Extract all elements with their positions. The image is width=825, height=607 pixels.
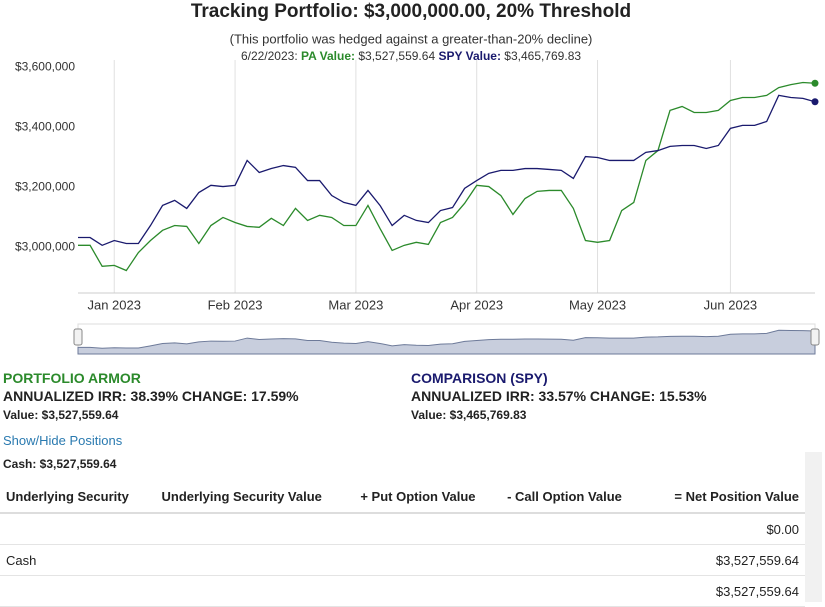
x-tick-label: Jun 2023 [704,297,758,312]
chart-title: Tracking Portfolio: $3,000,000.00, 20% T… [191,1,631,22]
comparison-stats: ANNUALIZED IRR: 33.57% CHANGE: 15.53% [411,388,707,404]
header-cell: = Net Position Value [647,480,805,514]
y-tick-label: $3,200,000 [15,180,75,194]
tooltip-value: $3,527,559.64 [358,49,435,63]
comparison-value: Value: $3,465,769.83 [411,408,527,422]
header-cell: + Put Option Value [354,480,502,514]
y-tick-label: $3,600,000 [15,60,75,74]
navigator-handle[interactable] [73,328,83,346]
y-tick-label: $3,400,000 [15,120,75,134]
x-tick-label: May 2023 [569,297,626,312]
x-tick-label: Mar 2023 [328,297,383,312]
y-tick-label: $3,000,000 [15,240,75,254]
portfolio-title: PORTFOLIO ARMOR [3,370,141,386]
header-row: Underlying Security Underlying Security … [0,480,805,514]
end-marker [811,98,819,106]
positions-table: Underlying Security Underlying Security … [0,480,805,607]
cash-label: Cash: $3,527,559.64 [3,457,117,471]
tooltip-series: SPY Value: [438,49,500,63]
portfolio-value: Value: $3,527,559.64 [3,408,119,422]
header-cell: Underlying Security [0,480,156,514]
row: Cash $3,527,559.64 [0,544,805,576]
chart-subtitle: (This portfolio was hedged against a gre… [230,31,593,46]
header-cell: - Call Option Value [501,480,648,514]
tooltip-date: 6/22/2023: [241,49,298,63]
tooltip: 6/22/2023: PA Value: $3,527,559.64 SPY V… [241,49,581,63]
header-cell: Underlying Security Value [155,480,355,514]
end-marker [811,79,819,87]
comparison-title: COMPARISON (SPY) [411,370,548,386]
series-line [78,94,816,247]
series-line [78,81,816,272]
navigator-handle[interactable] [810,328,820,346]
chart: Tracking Portfolio: $3,000,000.00, 20% T… [15,1,820,355]
cell: $0.00 [647,513,805,545]
navigator-area [77,329,816,355]
tooltip-series: PA Value: [301,49,355,63]
cell: $3,527,559.64 [647,544,805,576]
row: $0.00 [0,513,805,545]
portfolio-stats: ANNUALIZED IRR: 38.39% CHANGE: 17.59% [3,388,299,404]
scrollbar[interactable] [805,452,822,602]
tooltip-value: $3,465,769.83 [504,49,581,63]
x-tick-label: Jan 2023 [87,297,141,312]
toggle-link[interactable]: Show/Hide Positions [3,433,123,448]
x-tick-label: Apr 2023 [450,297,503,312]
cell: Cash [0,544,156,576]
x-tick-label: Feb 2023 [208,297,263,312]
